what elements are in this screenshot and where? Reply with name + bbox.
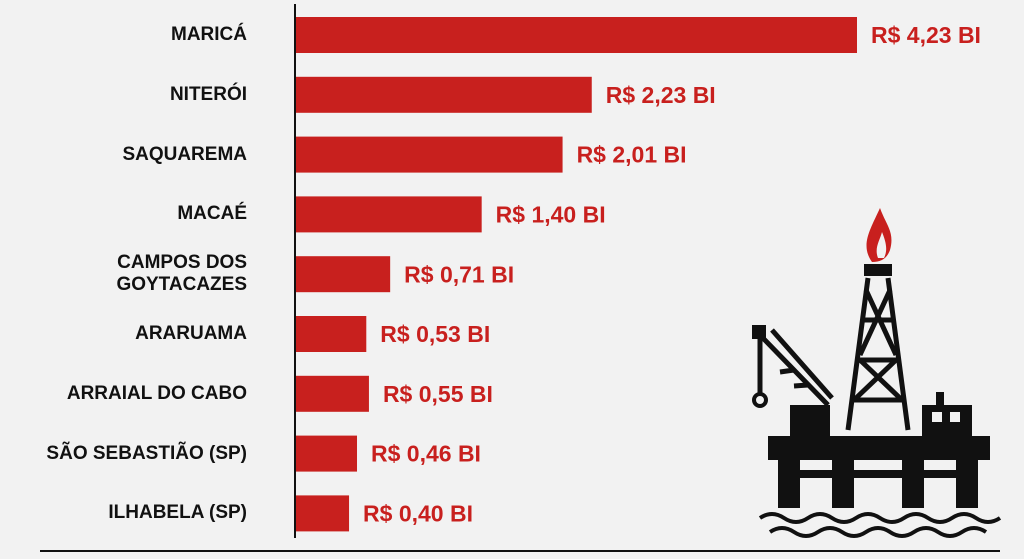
- bar: [296, 17, 857, 53]
- category-label: SÃO SEBASTIÃO (SP): [46, 442, 247, 464]
- value-label: R$ 0,40 BI: [363, 500, 473, 526]
- category-label: NITERÓI: [169, 83, 247, 105]
- bar: [296, 256, 391, 293]
- category-label: MARICÁ: [171, 24, 247, 45]
- category-label: CAMPOS DOS GOYTACAZES: [116, 252, 247, 296]
- bar: [296, 196, 482, 233]
- value-label: R$ 0,55 BI: [383, 381, 493, 407]
- value-label: R$ 2,01 BI: [577, 142, 687, 168]
- value-label: R$ 0,46 BI: [371, 441, 481, 467]
- category-label: ILHABELA (SP): [108, 502, 247, 524]
- bar: [296, 495, 350, 532]
- oil-rig-icon: [752, 208, 1002, 538]
- value-label: R$ 0,53 BI: [380, 321, 490, 347]
- category-label: ARRAIAL DO CABO: [66, 382, 247, 404]
- value-label: R$ 1,40 BI: [496, 201, 606, 227]
- bar: [296, 316, 367, 352]
- value-label: R$ 4,23 BI: [871, 22, 981, 48]
- value-label: R$ 2,23 BI: [606, 82, 716, 108]
- bar: [296, 375, 369, 412]
- category-label: MACAÉ: [177, 203, 247, 225]
- category-label: SAQUAREMA: [122, 143, 247, 165]
- bar: [296, 136, 563, 173]
- bar: [296, 435, 358, 472]
- value-label: R$ 0,71 BI: [404, 261, 514, 287]
- category-label: ARARUAMA: [135, 323, 247, 344]
- bar: [296, 76, 592, 113]
